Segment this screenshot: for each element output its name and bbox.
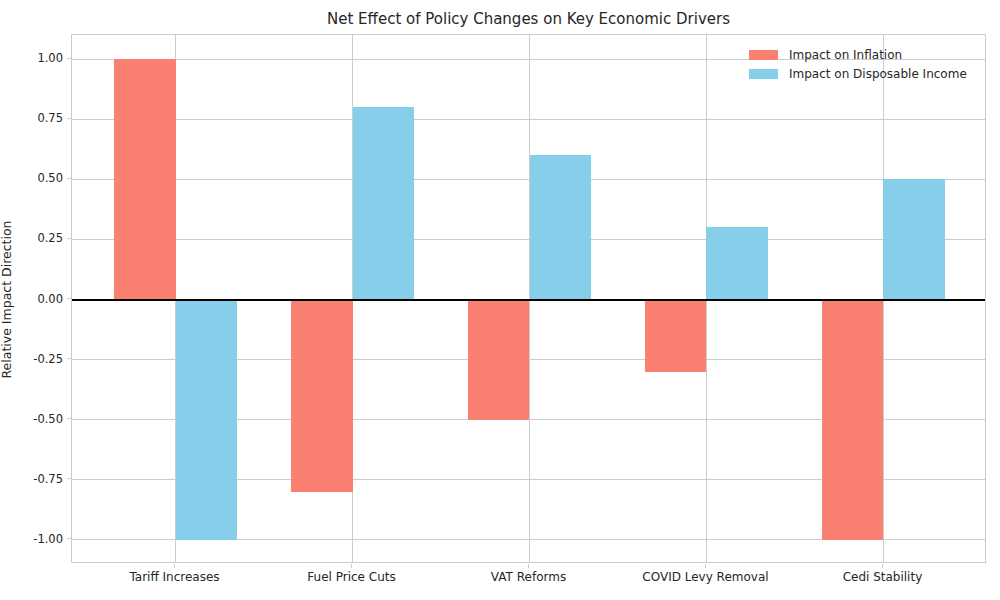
bar-impact-on-inflation-vat-reforms xyxy=(468,300,530,420)
zero-baseline xyxy=(72,299,985,301)
bar-impact-on-disposable-income-cedi-stability xyxy=(883,179,945,299)
bar-impact-on-inflation-tariff-increases xyxy=(114,59,176,299)
x-tick-label-covid-levy-removal: COVID Levy Removal xyxy=(615,570,795,584)
x-tick-mark xyxy=(705,564,706,568)
y-tick-label--0.75: -0.75 xyxy=(5,472,63,486)
bar-impact-on-disposable-income-covid-levy-removal xyxy=(706,227,768,299)
x-tick-mark xyxy=(882,564,883,568)
y-tick-label-0.00: 0.00 xyxy=(5,292,63,306)
bar-impact-on-disposable-income-fuel-price-cuts xyxy=(353,107,415,299)
legend-label-impact-on-inflation: Impact on Inflation xyxy=(789,48,902,62)
y-tick-label--1.00: -1.00 xyxy=(5,532,63,546)
y-tick-mark xyxy=(67,418,71,419)
y-tick-mark xyxy=(67,538,71,539)
chart-title: Net Effect of Policy Changes on Key Econ… xyxy=(71,10,986,28)
x-tick-mark xyxy=(528,564,529,568)
y-tick-mark xyxy=(67,58,71,59)
legend-swatch-impact-on-inflation xyxy=(749,50,778,60)
x-tick-label-fuel-price-cuts: Fuel Price Cuts xyxy=(262,570,442,584)
bar-impact-on-disposable-income-vat-reforms xyxy=(530,155,592,299)
bar-impact-on-disposable-income-tariff-increases xyxy=(176,300,238,540)
bar-impact-on-inflation-cedi-stability xyxy=(822,300,884,540)
y-tick-mark xyxy=(67,238,71,239)
y-tick-label-0.50: 0.50 xyxy=(5,171,63,185)
y-tick-mark xyxy=(67,358,71,359)
legend: Impact on Inflation Impact on Disposable … xyxy=(749,45,967,83)
y-tick-mark xyxy=(67,478,71,479)
y-tick-label-0.75: 0.75 xyxy=(5,111,63,125)
y-tick-mark xyxy=(67,298,71,299)
bar-impact-on-inflation-fuel-price-cuts xyxy=(291,300,353,492)
x-tick-label-vat-reforms: VAT Reforms xyxy=(439,570,619,584)
y-tick-mark xyxy=(67,118,71,119)
y-tick-label-0.25: 0.25 xyxy=(5,231,63,245)
legend-label-impact-on-disposable-income: Impact on Disposable Income xyxy=(789,67,967,81)
chart-figure: Net Effect of Policy Changes on Key Econ… xyxy=(0,0,1000,600)
x-tick-label-cedi-stability: Cedi Stability xyxy=(792,570,972,584)
x-tick-label-tariff-increases: Tariff Increases xyxy=(85,570,265,584)
y-tick-label--0.50: -0.50 xyxy=(5,412,63,426)
legend-swatch-impact-on-disposable-income xyxy=(749,69,778,79)
y-tick-mark xyxy=(67,178,71,179)
legend-item-impact-on-disposable-income: Impact on Disposable Income xyxy=(749,64,967,83)
y-tick-label-1.00: 1.00 xyxy=(5,51,63,65)
x-tick-mark xyxy=(351,564,352,568)
plot-area: Impact on Inflation Impact on Disposable … xyxy=(71,34,986,563)
legend-item-impact-on-inflation: Impact on Inflation xyxy=(749,45,967,64)
y-tick-label--0.25: -0.25 xyxy=(5,352,63,366)
x-tick-mark xyxy=(174,564,175,568)
bar-impact-on-inflation-covid-levy-removal xyxy=(645,300,707,372)
